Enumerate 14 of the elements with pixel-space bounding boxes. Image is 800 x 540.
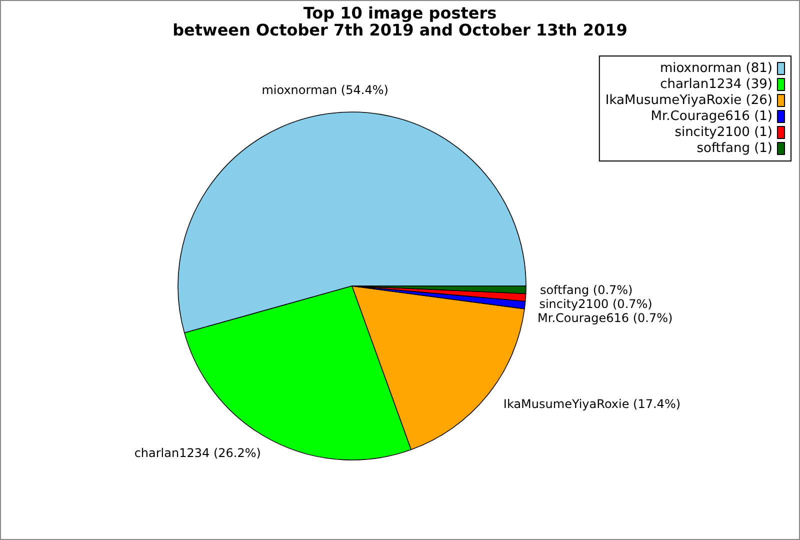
legend-label: IkaMusumeYiyaRoxie (26) [605,93,772,108]
chart-title: Top 10 image posters [303,4,497,22]
data-label: charlan1234 (26.2%) [134,446,261,460]
legend-label: softfang (1) [696,141,772,156]
data-label: Mr.Courage616 (0.7%) [538,311,673,326]
data-label: softfang (0.7%) [540,283,633,298]
data-label: mioxnorman (54.4%) [262,82,388,97]
data-label: IkaMusumeYiyaRoxie (17.4%) [503,396,681,411]
legend-label: Mr.Courage616 (1) [650,109,772,124]
legend-label: sincity2100 (1) [674,125,772,140]
data-label: sincity2100 (0.7%) [539,297,652,312]
chart-subtitle: between October 7th 2019 and October 13th 2019 [172,20,628,40]
legend-label: mioxnorman (81) [660,61,772,76]
legend-label: charlan1234 (39) [660,77,772,92]
